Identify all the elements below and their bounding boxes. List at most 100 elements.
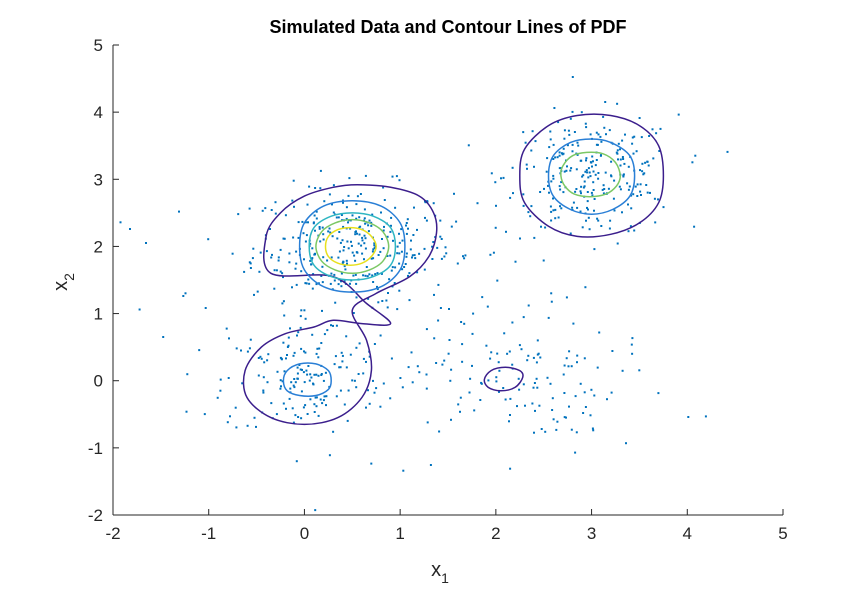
data-point [616,152,619,155]
data-point [337,216,340,219]
data-point [357,373,360,375]
data-point [284,214,287,217]
data-point [345,259,348,262]
data-point [352,312,355,314]
data-point [416,228,418,231]
data-point [307,365,310,367]
data-point [253,416,256,419]
data-point [355,296,358,299]
data-point [186,373,189,376]
data-point [590,161,593,164]
data-point [323,395,326,398]
data-point [591,155,594,158]
data-point [514,260,517,263]
data-point [346,240,349,243]
data-point [355,203,358,206]
data-point [560,207,563,210]
data-point [551,409,554,411]
data-point [426,200,429,203]
data-point [585,169,588,172]
data-point [562,191,565,194]
data-point [385,299,388,302]
data-point [225,327,228,330]
data-point [296,366,299,369]
data-point [532,356,535,359]
data-point [315,283,318,286]
data-point [361,236,364,239]
data-point [608,227,611,230]
data-point [387,292,389,294]
data-point [562,373,565,376]
data-point [386,255,389,257]
data-point [599,154,602,157]
data-point [353,379,356,382]
data-point [390,357,393,360]
data-point [255,425,257,428]
data-point [546,376,549,379]
data-point [288,261,291,264]
data-point [300,390,303,393]
data-point [590,191,593,194]
data-point [516,405,518,408]
data-point [654,221,657,224]
data-point [622,173,625,176]
data-point [476,202,479,205]
data-point [339,389,342,392]
data-point [584,406,587,408]
data-point [367,297,370,300]
data-point [600,225,603,227]
data-point [461,343,464,346]
data-point [598,331,601,334]
data-point [608,129,611,132]
data-point [404,263,407,265]
contour-line-level-1 [519,113,665,238]
data-point [326,259,329,262]
data-point [391,175,394,178]
data-point [365,360,367,363]
y-axis-title-base: x [50,281,72,291]
data-point [311,333,314,336]
data-point [219,378,222,381]
data-point [400,250,403,253]
data-point [336,237,339,240]
data-point [266,359,269,362]
data-point [321,226,324,229]
data-point [574,451,577,454]
data-point [315,396,318,399]
contour-line-level-4 [560,151,622,198]
data-point [589,414,592,417]
data-point [436,246,439,249]
data-point [349,282,351,285]
data-point [351,379,354,382]
contour-line-level-4 [315,218,390,275]
y-tick-label: -1 [88,439,103,458]
data-point [556,420,559,423]
data-point [316,347,319,350]
data-point [596,366,599,369]
data-point [312,273,315,276]
data-point [379,250,382,253]
data-point [320,373,323,375]
data-point [632,152,635,155]
data-point [347,221,349,224]
data-point [438,430,441,433]
data-point [426,421,429,424]
data-point [522,131,525,134]
data-point [462,255,464,258]
data-point [390,216,393,219]
data-point [383,199,386,201]
data-point [503,332,506,335]
data-point [543,187,545,190]
data-point [579,382,582,385]
data-point [527,211,530,214]
data-point [228,337,230,340]
data-point [354,273,357,276]
data-point [594,164,597,167]
data-point [282,276,284,279]
data-point [563,364,566,367]
data-point [330,272,333,275]
contour-line-level-1 [242,183,438,426]
data-point [287,344,290,347]
data-point [655,132,658,135]
data-point [497,361,500,364]
